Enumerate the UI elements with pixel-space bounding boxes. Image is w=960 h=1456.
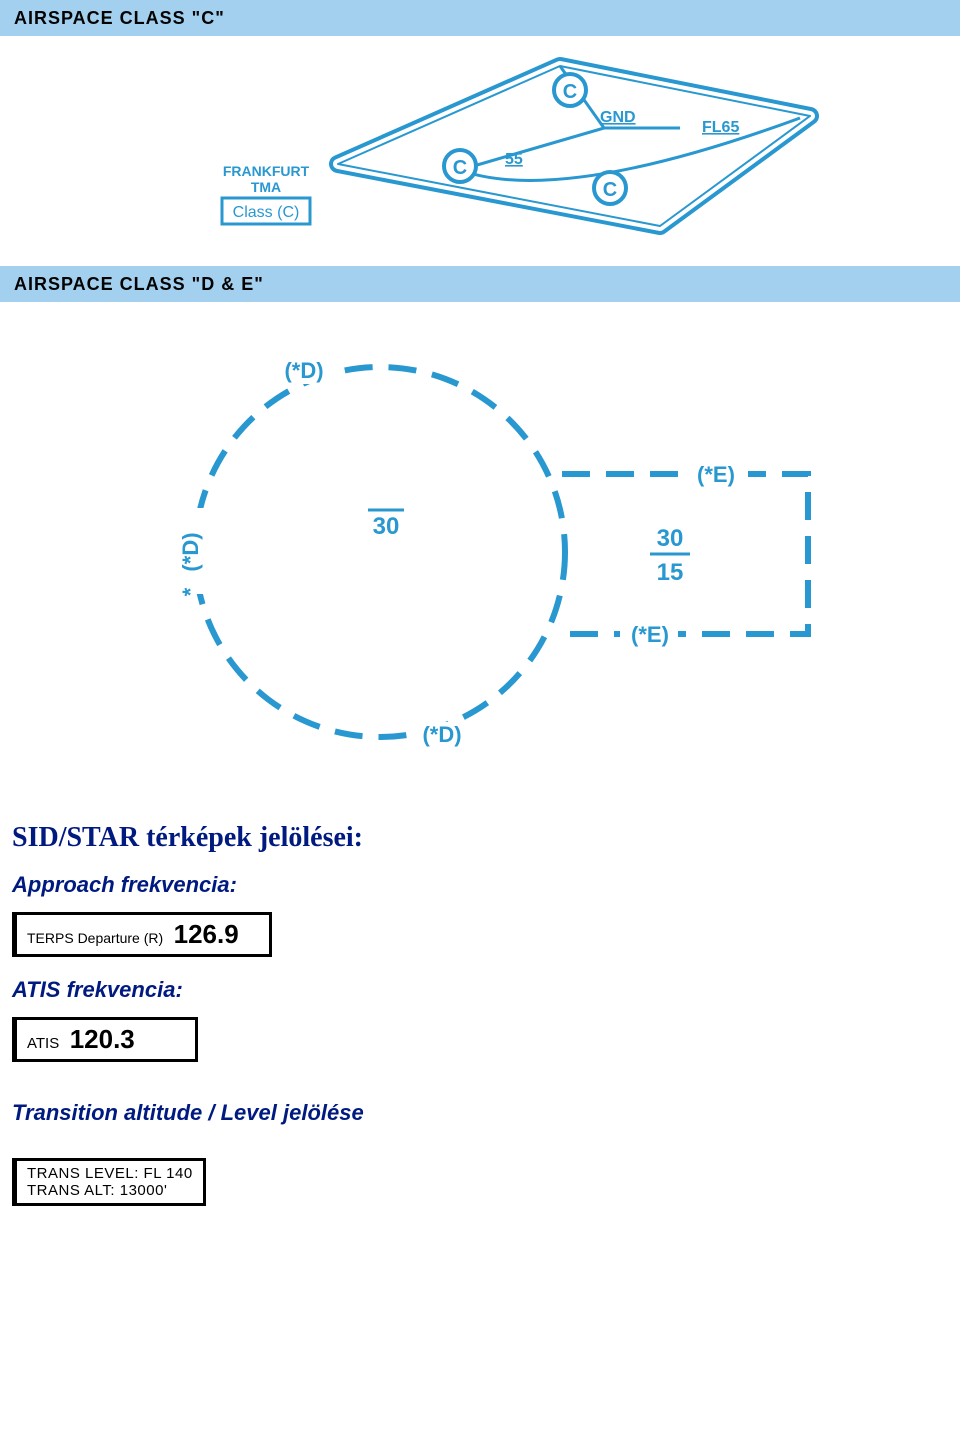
badge-c-bottom: C — [594, 172, 626, 204]
approach-subheading: Approach frekvencia: — [0, 872, 960, 898]
svg-text:C: C — [603, 179, 617, 201]
trans-line1: TRANS LEVEL: FL 140 — [27, 1165, 193, 1182]
tma-line1: FRANKFURT — [223, 163, 310, 179]
badge-c-top: C — [554, 74, 586, 106]
svg-text:C: C — [453, 157, 467, 179]
atis-box-label: ATIS — [27, 1035, 59, 1052]
svg-text:30: 30 — [373, 513, 400, 540]
header-c-text: AIRSPACE CLASS "C" — [14, 8, 225, 28]
label-d-top: (*D) — [284, 358, 323, 383]
label-d-left: (*D) — [178, 532, 203, 571]
approach-box-label: TERPS Departure (R) — [27, 930, 163, 946]
diagram-de: (*D) (*D) * (*D) (*E) (*E) 30 30 15 — [0, 302, 960, 762]
sidstar-section: SID/STAR térképek jelölései: Approach fr… — [0, 822, 960, 1206]
approach-freq-box: TERPS Departure (R) 126.9 — [12, 912, 272, 957]
tma-label-group: FRANKFURT TMA Class (C) — [222, 163, 310, 224]
svg-text:C: C — [563, 81, 577, 103]
label-e-top: (*E) — [697, 462, 735, 487]
label-e-bottom: (*E) — [631, 622, 669, 647]
atis-freq-box: ATIS 120.3 — [12, 1017, 198, 1062]
trans-line2: TRANS ALT: 13000' — [27, 1182, 193, 1199]
circle-d — [195, 367, 565, 737]
label-55: 55 — [505, 151, 523, 168]
label-gnd: GND — [600, 109, 636, 126]
diagram-c: FRANKFURT TMA Class (C) C — [0, 36, 960, 266]
sidstar-heading: SID/STAR térképek jelölései: — [0, 822, 960, 854]
atis-box-value: 120.3 — [70, 1024, 135, 1054]
badge-c-left: C — [444, 150, 476, 182]
tma-class: Class (C) — [233, 204, 300, 221]
page-root: AIRSPACE CLASS "C" FRANKFURT TMA Class (… — [0, 0, 960, 1236]
label-d-bottom: (*D) — [422, 722, 461, 747]
atis-subheading: ATIS frekvencia: — [0, 977, 960, 1003]
label-fl65: FL65 — [702, 119, 739, 136]
header-de-text: AIRSPACE CLASS "D & E" — [14, 274, 264, 294]
svg-text:30: 30 — [657, 525, 684, 552]
trans-box: TRANS LEVEL: FL 140 TRANS ALT: 13000' — [12, 1158, 206, 1206]
tma-line2: TMA — [251, 179, 281, 195]
trans-subheading: Transition altitude / Level jelölése — [0, 1100, 960, 1126]
label-d-asterisk: * — [178, 587, 203, 596]
svg-text:15: 15 — [657, 559, 684, 586]
approach-box-value: 126.9 — [174, 919, 239, 949]
value-30-circle: 30 — [368, 510, 404, 540]
header-band-de: AIRSPACE CLASS "D & E" — [0, 266, 960, 302]
header-band-c: AIRSPACE CLASS "C" — [0, 0, 960, 36]
value-30-over-15: 30 15 — [650, 525, 690, 586]
